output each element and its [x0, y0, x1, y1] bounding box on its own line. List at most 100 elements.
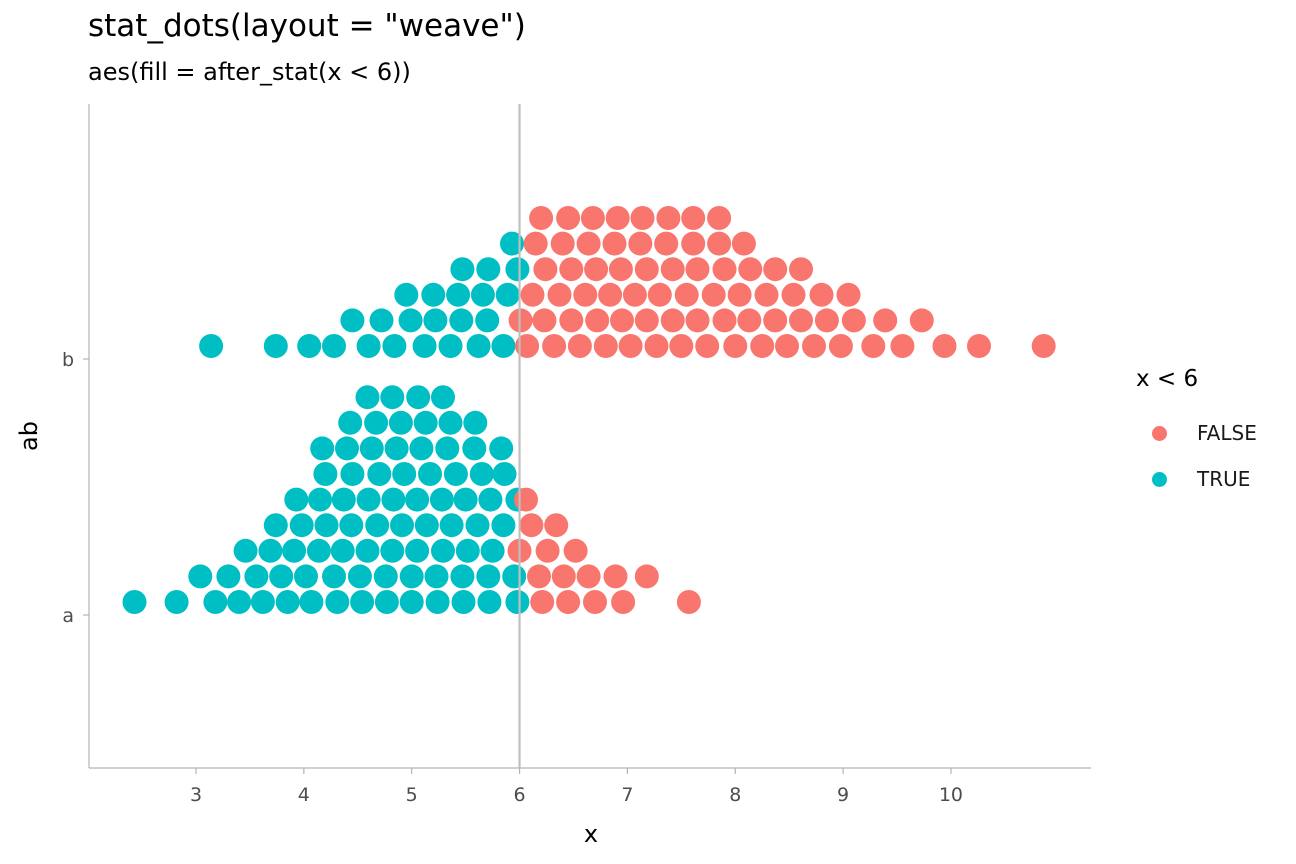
dot-b-true: [423, 308, 448, 333]
dot-a-true: [282, 538, 307, 563]
dot-b-true: [340, 308, 365, 333]
dot-a-true: [122, 590, 147, 614]
dot-a-true: [331, 487, 356, 512]
dot-a-false: [551, 564, 576, 589]
legend-item-true: TRUE: [1136, 456, 1257, 502]
dot-a-true: [477, 590, 502, 614]
dot-a-true: [258, 538, 283, 563]
x-tick-label: 6: [514, 784, 526, 806]
dot-a-false: [676, 590, 701, 614]
dot-a-false: [556, 590, 581, 614]
dot-b-false: [634, 257, 659, 282]
dot-b-false: [602, 231, 627, 256]
dot-b-true: [446, 282, 471, 307]
dot-a-true: [405, 487, 430, 512]
dot-b-true: [394, 282, 419, 307]
dot-b-false: [608, 257, 633, 282]
dot-a-true: [373, 564, 398, 589]
dot-b-false: [550, 231, 575, 256]
dot-a-true: [306, 538, 331, 563]
dot-a-true: [431, 538, 455, 563]
dot-b-false: [731, 231, 756, 256]
dot-b-false: [654, 231, 679, 256]
dot-b-false: [647, 282, 672, 307]
dot-a-true: [492, 462, 517, 486]
dot-b-false: [754, 282, 779, 307]
dot-a-true: [299, 590, 324, 614]
dot-a-true: [350, 590, 375, 614]
dot-b-false: [781, 282, 806, 307]
dot-a-true: [463, 410, 488, 435]
dot-a-true: [374, 590, 399, 614]
dot-b-true: [398, 308, 423, 333]
dot-b-true: [297, 334, 322, 358]
dot-b-true: [495, 282, 520, 307]
dot-a-true: [399, 564, 424, 589]
dot-b-false: [707, 206, 732, 230]
dot-b-false: [723, 334, 748, 358]
dot-b-false: [828, 334, 853, 358]
dot-b-false: [610, 308, 634, 333]
dot-b-false: [523, 231, 548, 256]
dot-b-false: [656, 206, 681, 230]
x-tick-label: 5: [406, 784, 418, 806]
dot-a-true: [164, 590, 189, 614]
dot-b-false: [873, 308, 898, 333]
dot-b-false: [634, 308, 659, 333]
dot-b-false: [738, 257, 763, 282]
dot-a-true: [227, 590, 252, 614]
dot-a-false: [576, 564, 601, 589]
dot-b-false: [660, 257, 685, 282]
dot-b-false: [584, 257, 609, 282]
x-tick-label: 10: [939, 784, 963, 806]
dot-a-true: [491, 513, 516, 538]
dot-a-true: [462, 436, 487, 461]
legend-item-false: FALSE: [1136, 410, 1257, 456]
dot-b-false: [674, 282, 699, 307]
dot-b-false: [932, 334, 957, 358]
dot-b-false: [685, 257, 710, 282]
legend-key-false: [1152, 425, 1167, 441]
dot-b-false: [681, 206, 706, 230]
dot-b-false: [533, 257, 558, 282]
dot-a-true: [314, 513, 339, 538]
dot-b-true: [263, 334, 288, 358]
dot-a-true: [443, 462, 468, 486]
dot-b-false: [644, 334, 669, 358]
dot-a-true: [439, 513, 464, 538]
dot-a-true: [431, 385, 455, 410]
dot-a-true: [480, 538, 505, 563]
dot-b-false: [836, 282, 861, 307]
legend-label-false: FALSE: [1197, 421, 1257, 445]
dot-b-false: [695, 334, 720, 358]
dot-b-false: [556, 206, 581, 230]
dot-b-false: [1031, 334, 1056, 358]
dot-a-true: [399, 590, 424, 614]
dot-b-true: [450, 257, 475, 282]
dot-b-false: [861, 334, 886, 358]
dot-b-true: [475, 308, 500, 333]
dot-a-true: [438, 410, 463, 435]
dot-a-true: [409, 436, 434, 461]
dot-b-true: [322, 334, 346, 358]
dot-b-false: [515, 334, 540, 358]
dot-a-true: [469, 462, 494, 486]
dot-b-false: [660, 308, 685, 333]
dot-b-true: [412, 334, 437, 358]
dot-a-true: [413, 410, 438, 435]
dot-a-true: [275, 590, 300, 614]
dot-a-false: [544, 513, 569, 538]
dot-b-false: [618, 334, 643, 358]
dot-a-false: [583, 590, 607, 614]
y-tick-label: a: [62, 605, 74, 627]
dot-a-true: [340, 462, 365, 486]
dot-a-true: [313, 462, 338, 486]
dot-a-false: [634, 564, 659, 589]
dot-b-false: [605, 206, 630, 230]
dot-b-true: [466, 334, 491, 358]
dot-a-false: [527, 564, 551, 589]
dot-a-true: [429, 487, 454, 512]
dot-a-true: [188, 564, 213, 589]
dot-a-true: [216, 564, 241, 589]
dot-b-false: [737, 308, 762, 333]
